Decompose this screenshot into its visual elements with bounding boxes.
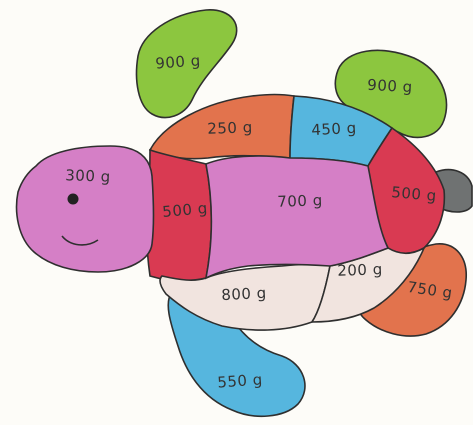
head [15,145,155,273]
turtle-eye-icon [67,193,79,205]
shell-top-blue-label: 450 g [310,118,358,140]
front-left-flipper-label: 900 g [154,51,202,73]
shell-bottom-left [159,263,331,331]
shell-center [204,155,390,280]
back-left-flipper-label: 550 g [216,370,264,392]
front-left-flipper [135,9,238,119]
shell-bottom-right-label: 200 g [336,260,384,280]
shell-center-label: 700 g [276,191,324,211]
shell-bottom-left-label: 800 g [220,283,268,305]
head-label: 300 g [64,166,112,186]
shell-top-orange-label: 250 g [206,118,254,138]
front-right-flipper-label: 900 g [366,75,414,97]
turtle-mouth [61,235,99,246]
shell-right-red-label: 500 g [390,183,438,205]
